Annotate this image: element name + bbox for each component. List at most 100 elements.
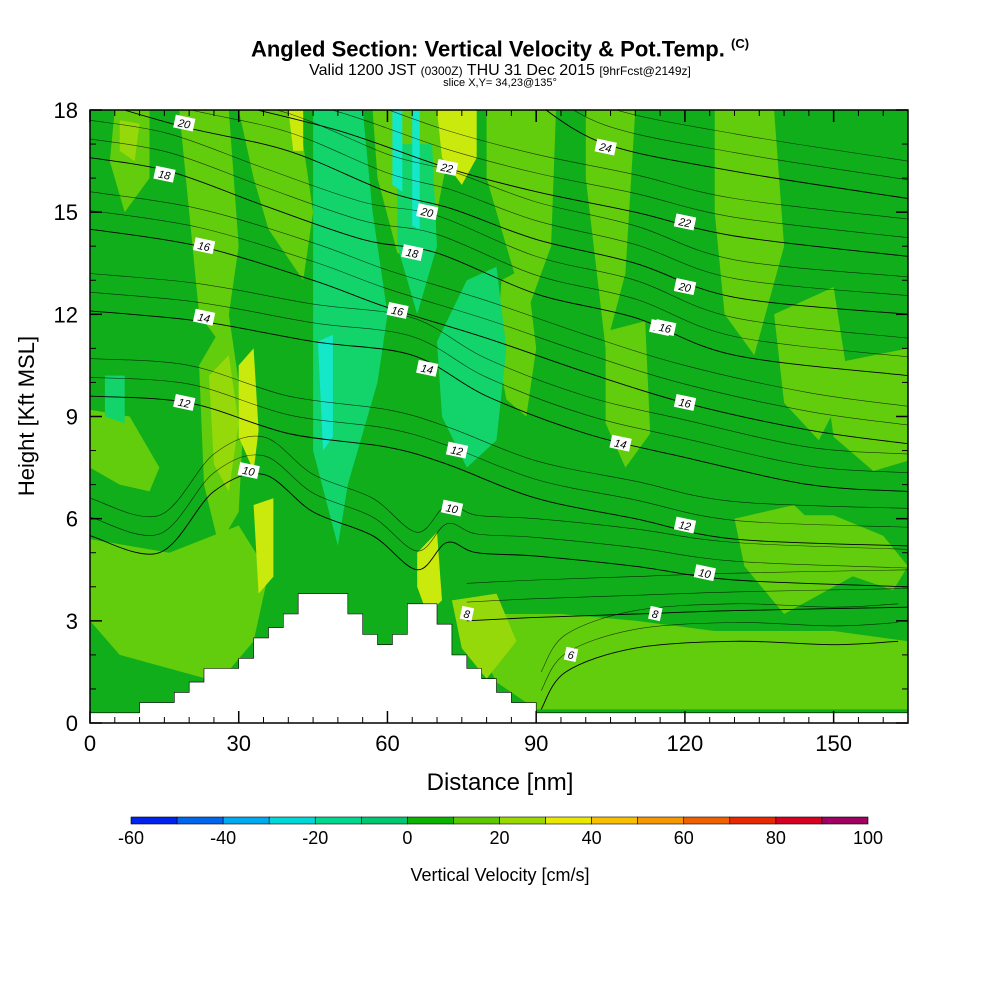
contour-label-box: [440, 499, 464, 517]
velocity-region-yellow: [238, 348, 259, 471]
contour-label-12: 12: [673, 516, 697, 534]
contour-label-text: 22: [438, 162, 453, 176]
chart-title-mark: (C): [731, 36, 750, 51]
contour-label-text: 10: [241, 465, 256, 479]
velocity-region-light: [90, 409, 160, 492]
contour-label-22: 22: [673, 213, 697, 231]
isentrope-minor: [615, 110, 908, 162]
colorbar-swatch: [361, 816, 408, 825]
isentrope-18: [90, 157, 908, 377]
contour-label-text: 8: [651, 608, 660, 621]
x-tick-label: 150: [815, 731, 852, 756]
contour-label-box: [648, 605, 663, 622]
x-tick-label: 0: [84, 731, 96, 756]
velocity-region-mint: [437, 266, 507, 468]
colorbar-label: Vertical Velocity [cm/s]: [410, 865, 589, 885]
contour-label-24: 24: [594, 138, 617, 156]
contour-label-12: 12: [445, 441, 469, 459]
velocity-region-light: [605, 321, 651, 468]
y-tick-label: 12: [54, 302, 78, 327]
isentrope-16: [90, 228, 908, 445]
isentrope-20: [122, 110, 908, 315]
colorbar-swatch: [499, 816, 546, 825]
contour-label-text: 14: [613, 438, 627, 452]
velocity-region-lighter: [209, 355, 239, 492]
contour-label-text: 6: [566, 649, 575, 662]
subtitle-date: THU 31 Dec 2015: [466, 62, 595, 79]
chart-title: Angled Section: Vertical Velocity & Pot.…: [0, 36, 1000, 62]
y-axis-label: Height [Kft MSL]: [14, 336, 39, 496]
colorbar-swatch: [591, 816, 638, 825]
contour-label-box: [173, 393, 196, 411]
y-tick-label: 15: [54, 200, 78, 225]
contour-label-box: [609, 434, 632, 452]
isentrope-minor: [90, 210, 908, 426]
isentrope-22: [255, 110, 908, 257]
velocity-region-light: [585, 110, 636, 349]
isentrope-minor: [540, 603, 899, 673]
isentrope-10: [90, 473, 908, 588]
contour-label-box: [435, 158, 459, 176]
contour-label-box: [673, 393, 697, 411]
colorbar-swatch: [176, 816, 224, 825]
contour-label-text: 16: [677, 397, 692, 411]
colorbar-tick-label: 20: [489, 828, 509, 848]
velocity-region-yellow: [253, 498, 274, 594]
contour-label-box: [192, 308, 216, 326]
y-tick-label: 9: [66, 405, 78, 430]
colorbar-tick-label: 0: [402, 828, 412, 848]
y-tick-label: 18: [54, 98, 78, 123]
subtitle-valid: Valid 1200 JST: [309, 62, 417, 79]
contour-label-box: [693, 564, 716, 582]
contour-label-8: 8: [648, 605, 663, 622]
contour-label-box: [563, 646, 579, 663]
contour-label-6: 6: [563, 646, 579, 663]
contour-label-text: 20: [676, 281, 692, 296]
colorbar-tick-label: 80: [766, 828, 786, 848]
velocity-region-mint: [397, 144, 437, 315]
isentrope-14: [90, 310, 908, 492]
contour-label-box: [192, 237, 216, 255]
isentrope-minor: [90, 454, 908, 569]
colorbar-swatch: [775, 816, 823, 825]
contour-label-box: [153, 165, 176, 183]
velocity-region-yellow: [437, 110, 477, 185]
contour-label-20: 20: [173, 114, 196, 132]
contour-label-text: 20: [176, 117, 192, 132]
contour-label-box: [654, 319, 677, 336]
contour-label-16: 16: [654, 319, 677, 336]
contour-label-text: 18: [405, 247, 420, 261]
velocity-region-light: [90, 525, 269, 683]
y-tick-label: 6: [66, 507, 78, 532]
chart-title-text: Angled Section: Vertical Velocity & Pot.…: [250, 36, 725, 62]
isentrope-minor: [466, 569, 908, 584]
contour-label-20: 20: [416, 203, 439, 221]
contour-label-box: [386, 301, 409, 319]
colorbar-swatch: [222, 816, 270, 825]
colorbar-swatch: [729, 816, 777, 825]
contour-label-10: 10: [440, 499, 464, 517]
contour-label-text: 10: [444, 502, 459, 516]
contour-label-18: 18: [153, 165, 176, 183]
contour-label-box: [173, 114, 196, 132]
contour-label-box: [416, 203, 439, 221]
contour-label-text: 12: [677, 519, 691, 533]
velocity-region-light: [179, 110, 239, 349]
velocity-region-light: [486, 110, 556, 315]
isentrope-minor: [275, 110, 908, 278]
contour-label-22: 22: [435, 158, 459, 176]
contour-label-10: 10: [237, 462, 260, 479]
contour-label-8: 8: [459, 605, 475, 622]
contour-label-box: [237, 462, 260, 479]
contour-label-text: 12: [177, 397, 191, 411]
contour-label-14: 14: [609, 434, 632, 452]
x-tick-label: 120: [667, 731, 704, 756]
contour-label-box: [594, 138, 617, 156]
isentrope-6: [540, 640, 899, 710]
isentrope-minor: [572, 110, 908, 181]
slice-label: slice X,Y= 34,23@135°: [443, 77, 557, 89]
contour-label-text: 18: [157, 169, 172, 183]
velocity-region-yellow: [417, 532, 442, 614]
velocity-region-light: [734, 505, 859, 614]
